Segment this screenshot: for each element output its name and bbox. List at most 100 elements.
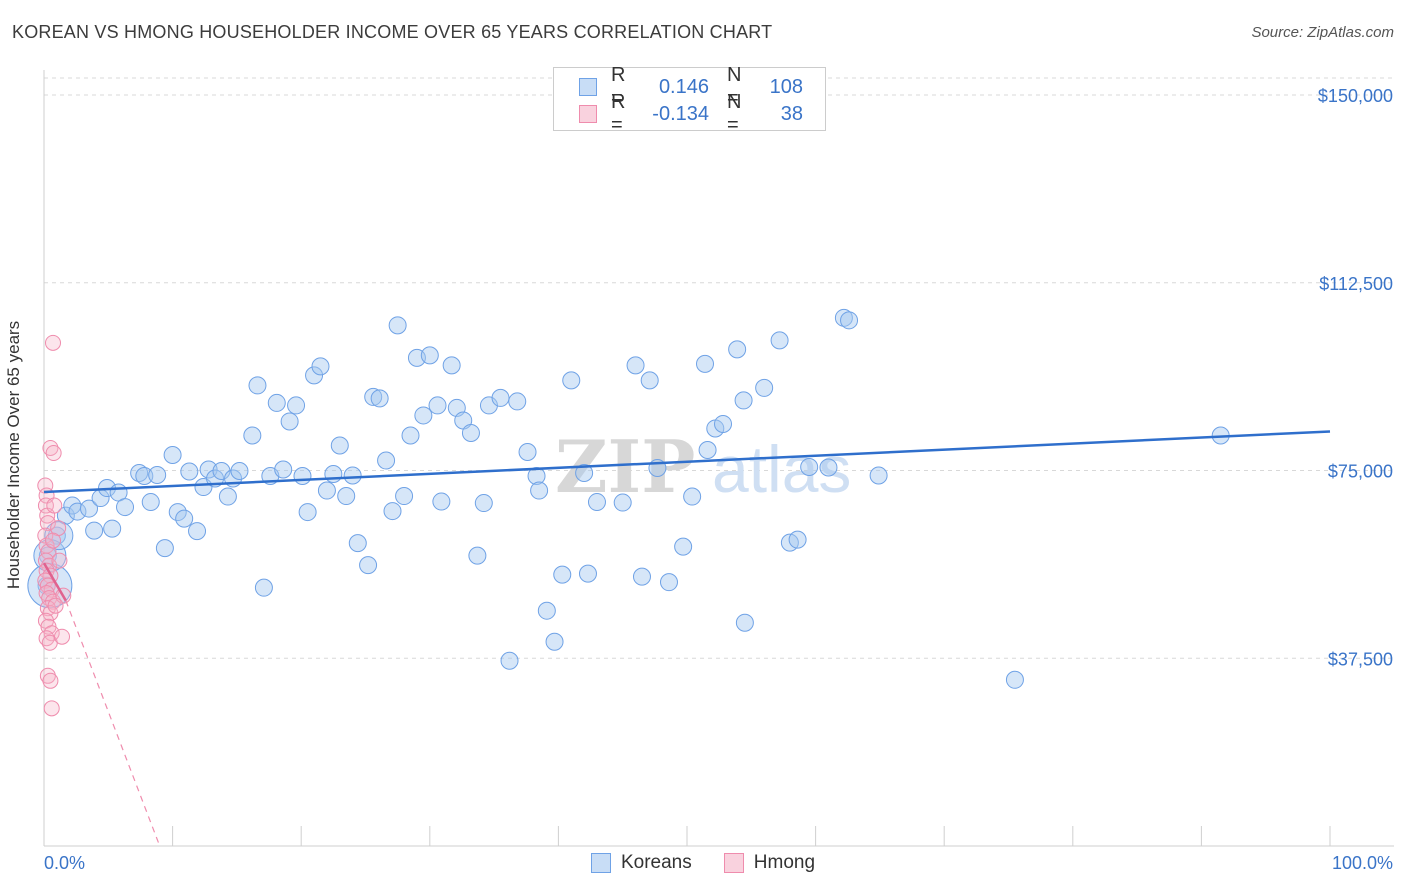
data-point	[141, 493, 160, 512]
data-point	[80, 499, 99, 518]
legend-swatch-hmong	[579, 105, 597, 123]
data-point	[518, 442, 537, 461]
legend-label-koreans: Koreans	[620, 852, 692, 873]
data-point	[370, 389, 389, 408]
data-point	[188, 522, 207, 541]
data-point	[199, 460, 218, 479]
correlation-legend: R = 0.146 N = 108 R = -0.134 N = 38	[553, 64, 826, 136]
data-point	[530, 481, 549, 500]
axes	[43, 70, 1394, 847]
legend-label-hmong: Hmong	[753, 852, 816, 873]
data-point	[298, 503, 317, 522]
data-point	[659, 573, 678, 592]
trend-line-koreans	[43, 430, 1331, 494]
y-tick-label: $75,000	[1328, 462, 1393, 482]
y-tick-label: $112,500	[1319, 274, 1393, 294]
data-point	[311, 357, 330, 376]
watermark-atlas: atlas	[712, 432, 851, 506]
y-tick-label: $37,500	[1328, 649, 1393, 669]
legend-swatch-hmong	[723, 853, 744, 873]
data-point	[39, 515, 56, 532]
y-tick-labels: $37,500 $75,000 $112,500 $150,000	[1318, 86, 1393, 669]
data-point	[698, 440, 717, 459]
data-point	[130, 464, 149, 483]
data-point	[51, 552, 68, 569]
data-point	[230, 462, 249, 481]
data-point	[54, 628, 71, 645]
r-label: R =	[611, 64, 626, 109]
legend-row-koreans: R = 0.146 N = 108	[579, 64, 803, 109]
x-tick-label: 100.0%	[1332, 853, 1393, 873]
data-point	[274, 460, 293, 479]
data-point	[788, 530, 807, 549]
data-point	[168, 503, 187, 522]
trend-line-hmong	[42, 562, 67, 602]
data-point	[869, 466, 888, 485]
data-point	[155, 539, 174, 558]
data-point	[45, 444, 62, 461]
data-point	[103, 519, 122, 538]
data-point	[243, 426, 262, 445]
data-point	[553, 565, 572, 584]
trend-line-hmong-extension	[65, 600, 161, 847]
data-point	[116, 498, 135, 517]
data-point	[401, 426, 420, 445]
data-point	[474, 494, 493, 513]
data-point	[613, 493, 632, 512]
data-point	[500, 651, 519, 670]
x-tick-label: 0.0%	[44, 853, 85, 873]
data-point	[527, 467, 546, 486]
r-label: R =	[611, 91, 626, 136]
data-point	[348, 534, 367, 553]
data-point	[254, 578, 273, 597]
data-point	[714, 414, 733, 433]
series-koreans	[27, 308, 1230, 689]
data-point	[1005, 670, 1024, 689]
series-legend: Koreans Hmong	[0, 852, 1406, 874]
data-point	[420, 346, 439, 365]
data-point	[305, 366, 324, 385]
data-point	[461, 423, 480, 442]
chart-title: KOREAN VS HMONG HOUSEHOLDER INCOME OVER …	[12, 22, 773, 42]
data-point	[45, 334, 62, 351]
r-value: 0.146	[658, 75, 709, 98]
data-point	[508, 392, 527, 411]
data-point	[575, 464, 594, 483]
legend-swatch-koreans	[590, 853, 611, 873]
data-point	[388, 316, 407, 335]
data-point	[770, 331, 789, 350]
data-point	[218, 487, 237, 506]
data-point	[359, 556, 378, 575]
data-point	[377, 451, 396, 470]
data-point	[414, 406, 433, 425]
data-point	[395, 487, 414, 506]
data-point	[432, 492, 451, 511]
x-tick-labels: 0.0% 100.0%	[44, 853, 1393, 873]
data-point	[37, 497, 54, 514]
data-point	[324, 465, 343, 484]
data-point	[728, 340, 747, 359]
data-point	[674, 537, 693, 556]
data-point	[287, 396, 306, 415]
data-point	[632, 567, 651, 586]
data-point	[468, 546, 487, 565]
data-point	[578, 564, 597, 583]
data-point	[337, 487, 356, 506]
data-point	[545, 632, 564, 651]
trend-lines	[42, 430, 1331, 847]
data-point	[135, 467, 154, 486]
legend-item-hmong: Hmong	[723, 852, 816, 874]
legend-swatch-koreans	[579, 78, 597, 96]
legend-item-koreans: Koreans	[590, 852, 692, 874]
n-label: N =	[727, 91, 742, 136]
data-point	[37, 527, 54, 544]
data-point	[364, 387, 383, 406]
data-point	[587, 493, 606, 512]
data-point	[267, 393, 286, 412]
n-label: N =	[727, 64, 742, 109]
data-point	[175, 509, 194, 528]
data-point	[428, 396, 447, 415]
y-tick-label: $150,000	[1318, 86, 1393, 106]
data-point	[317, 481, 336, 500]
